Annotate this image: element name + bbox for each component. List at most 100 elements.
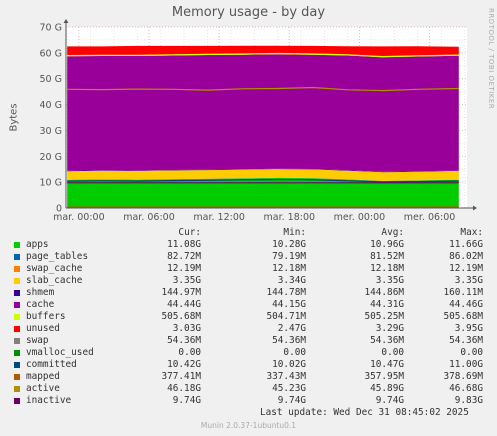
legend-avg: 505.25M <box>364 311 404 322</box>
legend-cur: 54.36M <box>167 335 201 346</box>
legend-label: unused <box>26 323 60 334</box>
legend-avg: 45.89G <box>370 383 404 394</box>
legend-row-cache: cache 44.44G 44.15G 44.31G 44.46G <box>14 299 484 311</box>
chart-title: Memory usage - by day <box>171 5 326 20</box>
legend-swatch <box>14 314 20 320</box>
legend-label: vmalloc_used <box>26 347 94 358</box>
legend-cur: 144.97M <box>161 287 201 298</box>
legend-cur: 11.08G <box>167 239 201 250</box>
legend-cur: 3.03G <box>172 323 201 334</box>
legend-label: active <box>26 383 60 394</box>
legend-cur: 44.44G <box>167 299 201 310</box>
legend-row-swap: swap 54.36M 54.36M 54.36M 54.36M <box>14 335 484 347</box>
y-tick-label: 50 G <box>40 74 62 85</box>
area-buffers <box>67 52 459 58</box>
stacked-areas <box>67 45 459 208</box>
header-max: Max: <box>460 227 483 238</box>
legend-max: 3.35G <box>454 275 483 286</box>
x-axis-arrow <box>473 205 477 211</box>
legend-min: 44.15G <box>272 299 306 310</box>
legend-min: 504.71M <box>266 311 306 322</box>
legend-min: 337.43M <box>266 371 306 382</box>
y-tick-label: 60 G <box>40 48 62 59</box>
legend-swatch <box>14 326 20 332</box>
legend-swatch <box>14 302 20 308</box>
y-axis-label: Bytes <box>8 103 20 132</box>
legend-max: 0.00 <box>460 347 483 358</box>
legend-min: 45.23G <box>272 383 306 394</box>
legend-swatch <box>14 398 20 404</box>
legend-avg: 12.18M <box>370 263 404 274</box>
header-cur: Cur: <box>178 227 201 238</box>
legend-label: inactive <box>26 395 72 406</box>
legend-avg: 54.36M <box>370 335 404 346</box>
rrdtool-credit: RRDTOOL / TOBI OETIKER <box>487 8 495 110</box>
y-tick-label: 0 <box>56 204 62 215</box>
legend-max: 12.19M <box>449 263 483 274</box>
legend-min: 10.02G <box>272 359 306 370</box>
legend-min: 12.18M <box>272 263 306 274</box>
legend-label: buffers <box>26 311 66 322</box>
legend-min: 54.36M <box>272 335 306 346</box>
legend-avg: 3.29G <box>375 323 404 334</box>
legend-swatch <box>14 278 20 284</box>
legend-swatch <box>14 338 20 344</box>
legend-row-apps: apps 11.08G 10.28G 10.96G 11.66G <box>14 239 484 251</box>
legend-max: 11.66G <box>449 239 483 250</box>
legend-row-inactive: inactive 9.74G 9.74G 9.74G 9.83G <box>14 395 484 407</box>
x-tick-label: mar. 00:00 <box>53 212 105 223</box>
legend-min: 79.19M <box>272 251 306 262</box>
legend-label: mapped <box>26 371 60 382</box>
header-avg: Avg: <box>381 227 404 238</box>
line-active <box>67 86 459 92</box>
legend-row-slab-cache: slab_cache 3.35G 3.34G 3.35G 3.35G <box>14 275 484 287</box>
legend-avg: 3.35G <box>375 275 404 286</box>
legend-label: slab_cache <box>26 275 83 286</box>
legend-label: cache <box>26 299 55 310</box>
legend-row-mapped: mapped 377.41M 337.43M 357.95M 378.69M <box>14 371 484 383</box>
legend-max: 3.95G <box>454 323 483 334</box>
legend-cur: 377.41M <box>161 371 201 382</box>
legend-avg: 9.74G <box>375 395 404 406</box>
x-tick-label: mer. 06:00 <box>404 212 456 223</box>
legend-row-buffers: buffers 505.68M 504.71M 505.25M 505.68M <box>14 311 484 323</box>
area-slab-cache <box>67 169 459 181</box>
legend-avg: 10.96G <box>370 239 404 250</box>
legend-row-swap-cache: swap_cache 12.19M 12.18M 12.18M 12.19M <box>14 263 484 275</box>
legend-swatch <box>14 242 20 248</box>
legend-min: 3.34G <box>277 275 306 286</box>
legend-swatch <box>14 266 20 272</box>
legend-row-committed: committed 10.42G 10.02G 10.47G 11.00G <box>14 359 484 371</box>
y-tick-label: 70 G <box>40 23 62 34</box>
legend-min: 144.78M <box>266 287 306 298</box>
legend-avg: 81.52M <box>370 251 404 262</box>
legend-label: swap <box>26 335 49 346</box>
legend-min: 9.74G <box>277 395 306 406</box>
line-committed <box>67 178 459 183</box>
legend-avg: 44.31G <box>370 299 404 310</box>
legend-header-row: Cur: Min: Avg: Max: <box>14 227 484 239</box>
legend-avg: 0.00 <box>381 347 404 358</box>
legend-avg: 10.47G <box>370 359 404 370</box>
legend-cur: 3.35G <box>172 275 201 286</box>
legend-max: 44.46G <box>449 299 483 310</box>
legend-row-unused: unused 3.03G 2.47G 3.29G 3.95G <box>14 323 484 335</box>
legend-max: 86.02M <box>449 251 483 262</box>
legend-min: 2.47G <box>277 323 306 334</box>
y-tick-label: 30 G <box>40 126 62 137</box>
legend-swatch <box>14 374 20 380</box>
area-unused <box>67 45 459 56</box>
axes: 0 10 G 20 G 30 G 40 G 50 G 60 G 70 G mar. 00:00 m… <box>40 19 477 223</box>
legend-max: 11.00G <box>449 359 483 370</box>
legend-max: 505.68M <box>443 311 483 322</box>
last-update: Last update: Wed Dec 31 08:45:02 2025 <box>260 407 469 418</box>
x-tick-label: mar. 06:00 <box>123 212 175 223</box>
legend-table: Cur: Min: Avg: Max: apps 11.08G 10.28G 10.9… <box>14 227 484 407</box>
legend-max: 378.69M <box>443 371 483 382</box>
legend-row-vmalloc-used: vmalloc_used 0.00 0.00 0.00 0.00 <box>14 347 484 359</box>
legend-cur: 0.00 <box>178 347 201 358</box>
legend-swatch <box>14 254 20 260</box>
legend-label: shmem <box>26 287 55 298</box>
x-tick-label: mer. 00:00 <box>334 212 386 223</box>
